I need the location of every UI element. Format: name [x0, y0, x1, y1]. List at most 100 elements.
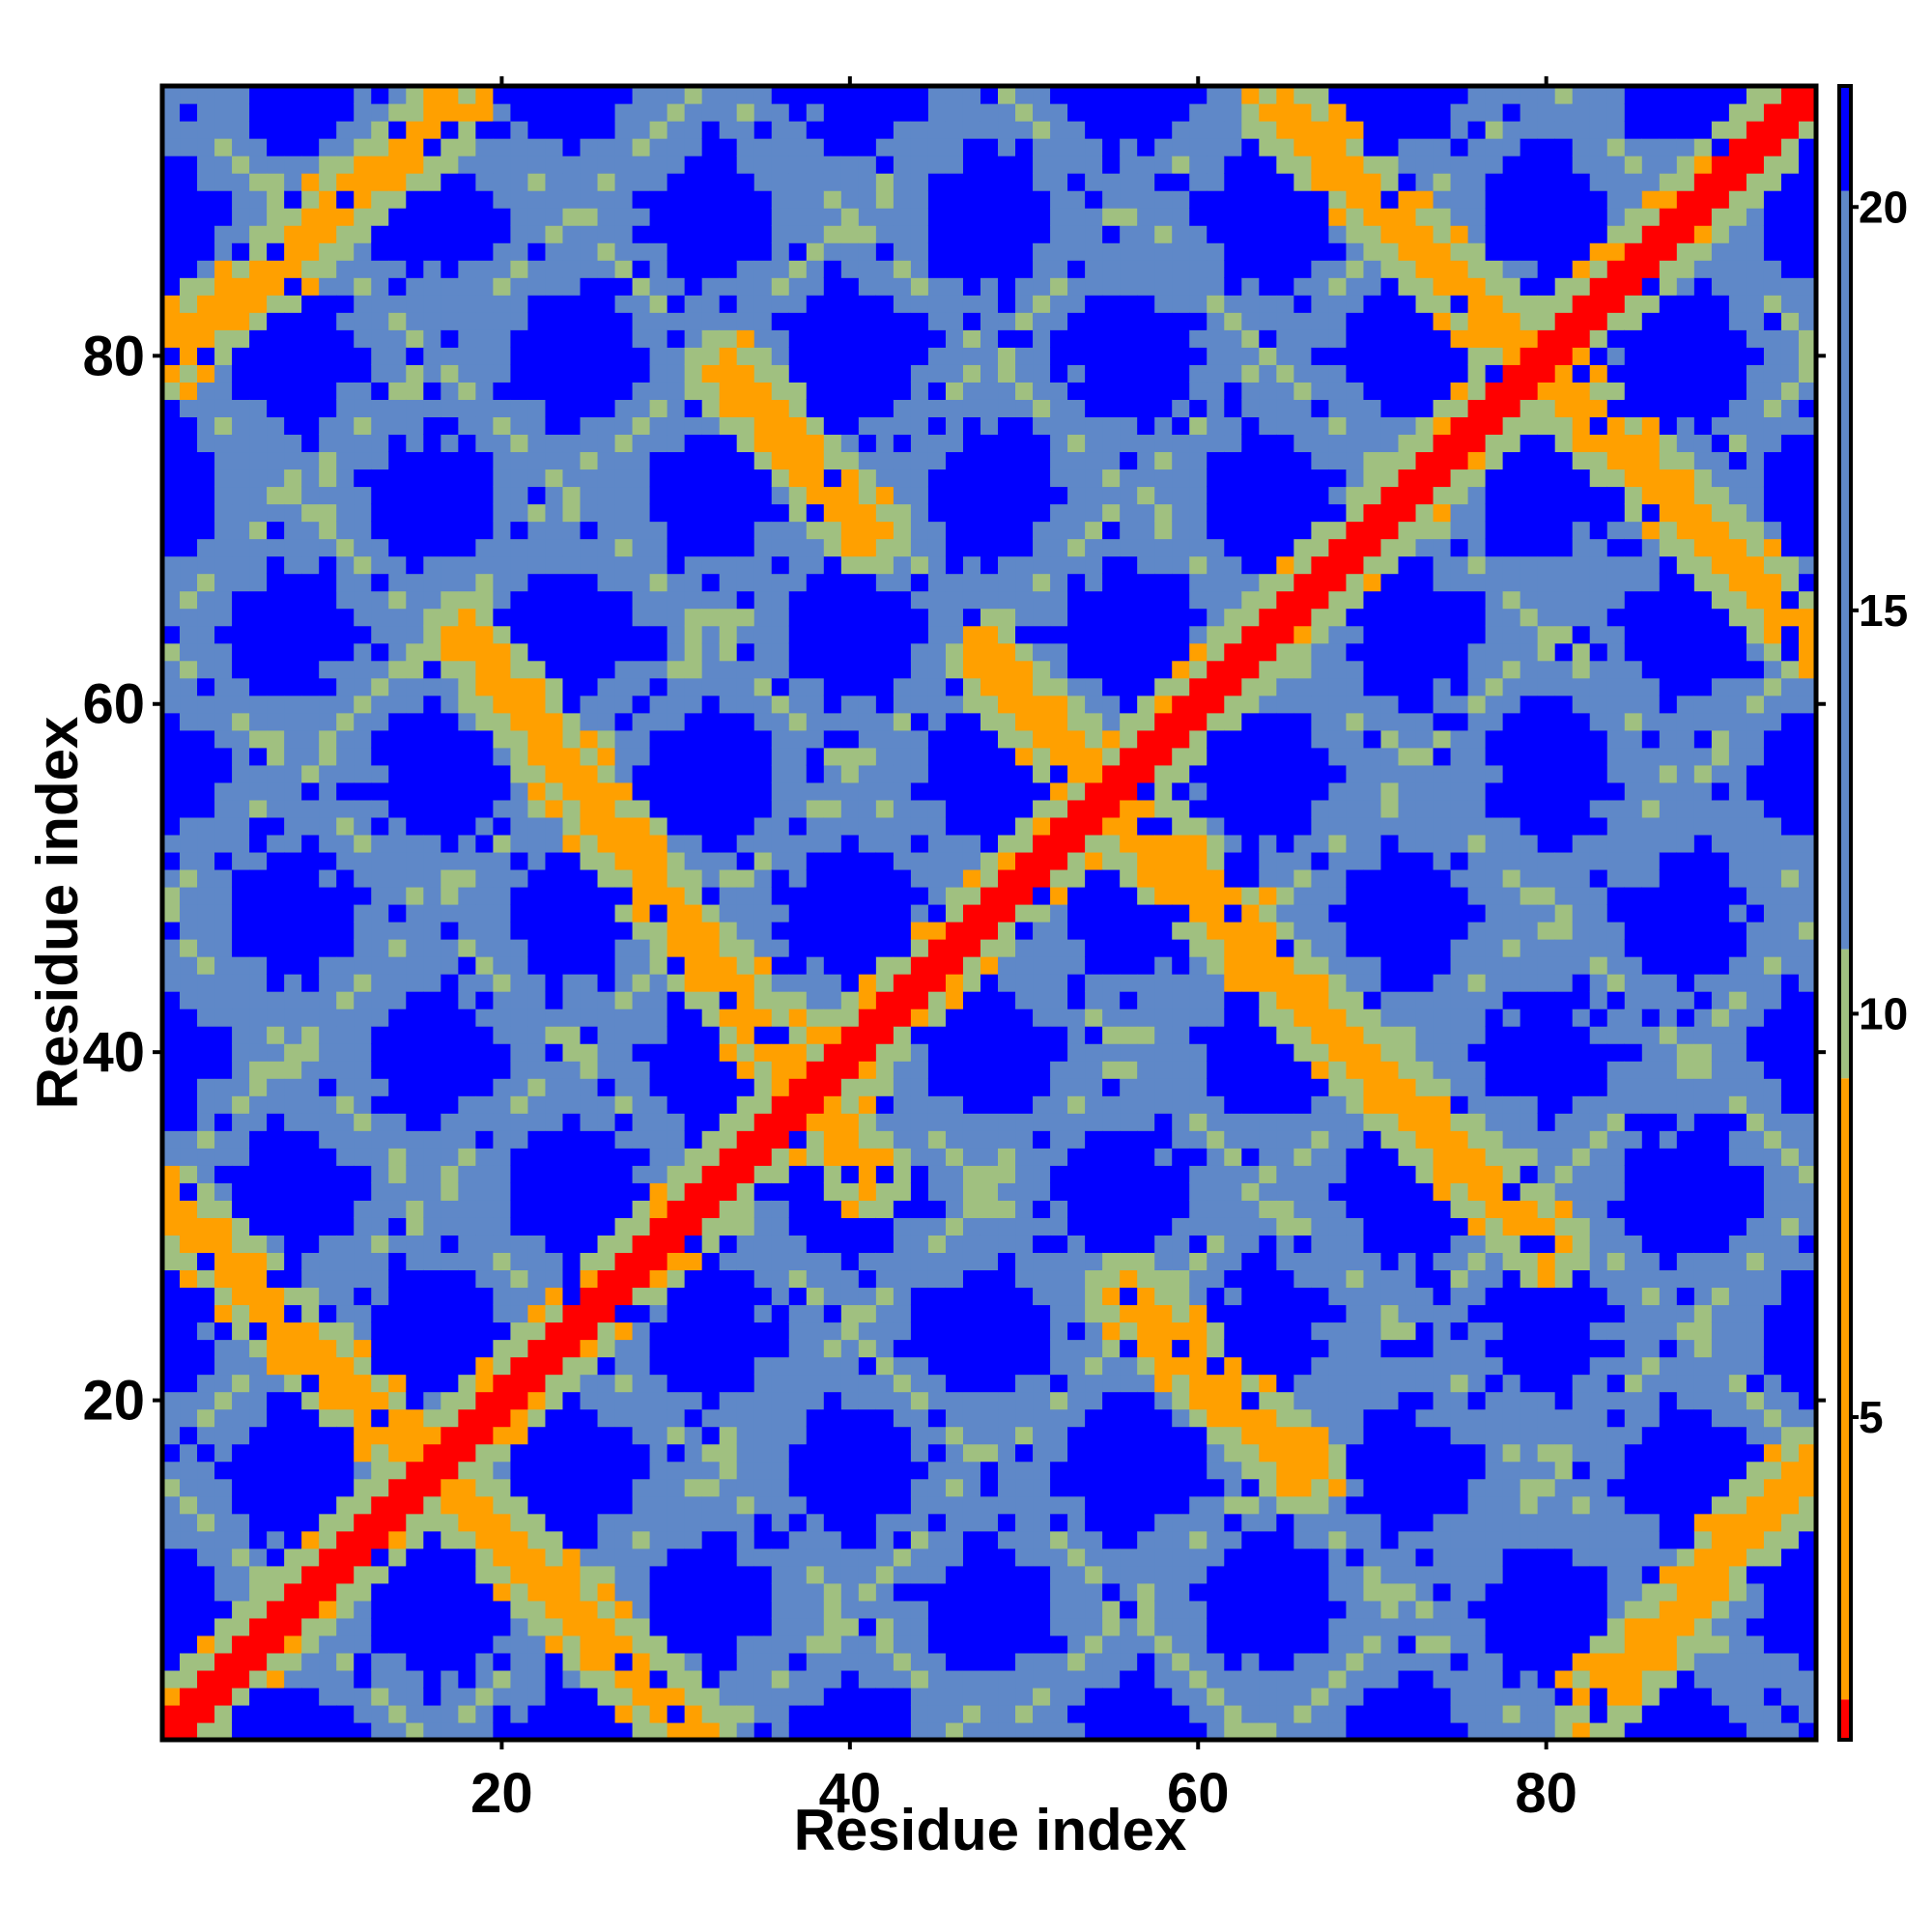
- heatmap-cell: [406, 1617, 424, 1636]
- heatmap-cell: [840, 1652, 860, 1671]
- heatmap-cell: [527, 1617, 547, 1636]
- heatmap-cell: [998, 1321, 1016, 1341]
- heatmap-cell: [962, 1356, 981, 1376]
- heatmap-cell: [388, 555, 407, 575]
- heatmap-cell: [945, 1217, 964, 1236]
- heatmap-cell: [1015, 1252, 1034, 1271]
- heatmap-cell: [823, 956, 842, 975]
- heatmap-cell: [910, 121, 929, 139]
- heatmap-cell: [162, 851, 181, 870]
- heatmap-cell: [527, 1408, 547, 1428]
- heatmap-cell: [214, 625, 233, 644]
- heatmap-cell: [301, 886, 320, 905]
- heatmap-cell: [423, 956, 441, 975]
- heatmap-cell: [893, 1217, 912, 1236]
- heatmap-cell: [649, 208, 668, 226]
- heatmap-cell: [336, 729, 355, 749]
- heatmap-cell: [301, 695, 320, 714]
- heatmap-cell: [858, 1287, 877, 1306]
- heatmap-cell: [458, 1252, 476, 1271]
- heatmap-cell: [788, 1356, 808, 1376]
- heatmap-cell: [649, 781, 668, 801]
- heatmap-cell: [945, 1304, 964, 1323]
- heatmap-cell: [301, 121, 320, 139]
- heatmap-cell: [354, 86, 372, 104]
- heatmap-cell: [667, 1061, 686, 1079]
- heatmap-cell: [336, 868, 355, 888]
- heatmap-cell: [267, 903, 285, 923]
- heatmap-cell: [667, 956, 686, 975]
- heatmap-cell: [684, 886, 703, 905]
- heatmap-cell: [249, 903, 268, 923]
- heatmap-cell: [197, 1600, 215, 1619]
- heatmap-cell: [301, 1304, 320, 1323]
- heatmap-cell: [197, 1704, 215, 1723]
- heatmap-cell: [980, 729, 999, 749]
- heatmap-cell: [214, 660, 233, 679]
- heatmap-cell: [632, 799, 651, 818]
- heatmap-cell: [614, 1269, 634, 1289]
- heatmap-cell: [597, 1513, 616, 1532]
- heatmap-cell: [875, 695, 895, 714]
- heatmap-cell: [284, 1148, 302, 1166]
- heatmap-cell: [840, 1304, 860, 1323]
- heatmap-cell: [736, 138, 755, 156]
- heatmap-cell: [475, 190, 494, 209]
- heatmap-cell: [214, 851, 233, 870]
- heatmap-cell: [510, 747, 529, 766]
- heatmap-cell: [962, 1408, 981, 1428]
- heatmap-cell: [962, 173, 981, 191]
- heatmap-cell: [823, 816, 842, 836]
- heatmap-cell: [562, 1443, 582, 1463]
- heatmap-cell: [1033, 1217, 1051, 1236]
- heatmap-cell: [388, 747, 407, 766]
- heatmap-cell: [910, 1704, 929, 1723]
- heatmap-cell: [858, 799, 877, 818]
- heatmap-cell: [614, 190, 634, 209]
- heatmap-cell: [980, 1130, 999, 1149]
- heatmap-cell: [1050, 1061, 1068, 1079]
- heatmap-cell: [719, 868, 738, 888]
- heatmap-cell: [806, 364, 825, 383]
- heatmap-cell: [614, 1200, 634, 1218]
- heatmap-cell: [875, 991, 895, 1009]
- heatmap-cell: [667, 816, 686, 836]
- heatmap-cell: [980, 521, 999, 540]
- heatmap-cell: [667, 469, 686, 488]
- heatmap-cell: [667, 103, 686, 122]
- heatmap-cell: [162, 1356, 181, 1376]
- heatmap-cell: [1067, 1478, 1086, 1497]
- heatmap-cell: [893, 1582, 912, 1602]
- heatmap-cell: [840, 1582, 860, 1602]
- heatmap-cell: [1067, 1408, 1086, 1428]
- heatmap-cell: [910, 660, 929, 679]
- heatmap-cell: [998, 121, 1016, 139]
- heatmap-cell: [319, 1443, 337, 1463]
- heatmap-cell: [249, 1148, 268, 1166]
- heatmap-cell: [336, 747, 355, 766]
- heatmap-cell: [684, 695, 703, 714]
- heatmap-cell: [1067, 1235, 1086, 1254]
- heatmap-cell: [736, 312, 755, 330]
- heatmap-cell: [806, 416, 825, 436]
- heatmap-cell: [354, 886, 372, 905]
- heatmap-cell: [962, 1061, 981, 1079]
- heatmap-cell: [562, 451, 582, 470]
- heatmap-cell: [284, 886, 302, 905]
- heatmap-cell: [1050, 329, 1068, 348]
- heatmap-cell: [614, 434, 634, 453]
- heatmap-cell: [458, 956, 476, 975]
- heatmap-cell: [197, 486, 215, 505]
- heatmap-cell: [667, 521, 686, 540]
- heatmap-cell: [475, 347, 494, 365]
- heatmap-cell: [336, 1235, 355, 1254]
- heatmap-cell: [232, 1078, 250, 1096]
- heatmap-cell: [771, 434, 790, 453]
- heatmap-cell: [962, 851, 981, 870]
- heatmap-cell: [840, 1600, 860, 1619]
- heatmap-cell: [1033, 1443, 1051, 1463]
- heatmap-cell: [580, 1530, 599, 1549]
- heatmap-cell: [388, 1704, 407, 1723]
- heatmap-cell: [1015, 886, 1034, 905]
- heatmap-cell: [493, 1565, 512, 1584]
